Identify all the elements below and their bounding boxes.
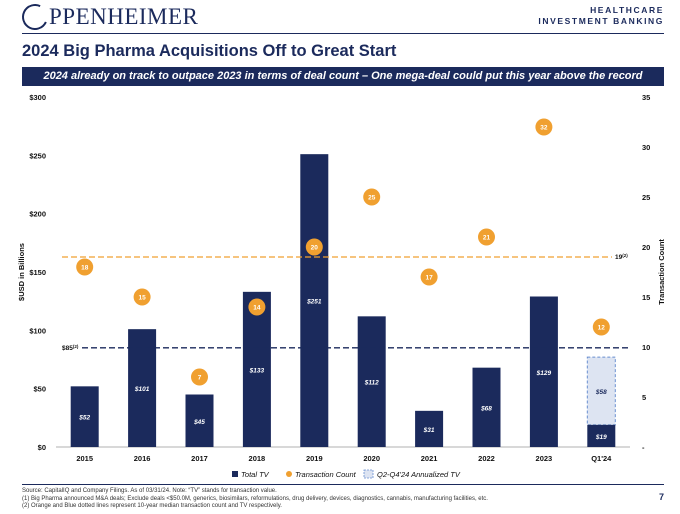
right-tick-label: 30: [642, 143, 650, 152]
transaction-count-label: 32: [540, 125, 548, 132]
reference-line-label: $85(2): [62, 344, 79, 352]
bar-total-tv: [357, 316, 386, 447]
bar-total-tv: [300, 154, 329, 447]
right-tick-label: 15: [642, 293, 650, 302]
right-axis-title: Transaction Count: [657, 239, 666, 305]
footnotes: Source: CapitalIQ and Company Filings. A…: [22, 488, 488, 511]
sector-line-2: INVESTMENT BANKING: [538, 16, 664, 26]
chart: $0 $50 $100 $150 $200 $250 $300 - 5 10 15 20 25 30 35 $…: [17, 93, 666, 479]
x-tick-label: 2022: [478, 454, 495, 463]
page-title: 2024 Big Pharma Acquisitions Off to Grea…: [22, 42, 397, 60]
transaction-count-label: 7: [198, 375, 202, 382]
bar-total-tv: [128, 329, 157, 447]
right-tick-label: 10: [642, 343, 650, 352]
legend-swatch-transaction-count: [286, 471, 292, 477]
transaction-count-dot: [76, 258, 94, 276]
right-tick-label: 20: [642, 243, 650, 252]
transaction-count-dot: [133, 288, 151, 306]
left-axis-title: $USD in Billions: [17, 243, 26, 301]
legend-swatch-total-tv: [232, 471, 238, 477]
logo-text: PPENHEIMER: [49, 4, 199, 29]
bar-total-tv: [415, 410, 444, 447]
right-tick-label: 35: [642, 93, 650, 102]
header-rule: [22, 33, 664, 34]
x-tick-label: 2023: [536, 454, 553, 463]
footnote-2: (2) Orange and Blue dotted lines represe…: [22, 503, 282, 509]
reference-line-label: 19(2): [615, 253, 628, 261]
bar-value-label: $45: [193, 419, 205, 426]
subtitle-banner: 2024 already on track to outpace 2023 in…: [22, 67, 664, 86]
footnote-source: Source: CapitalIQ and Company Filings. A…: [22, 488, 277, 494]
transaction-count-dot: [248, 298, 266, 316]
x-tick-label: 2021: [421, 454, 438, 463]
transaction-count-label: 15: [138, 295, 146, 302]
transaction-count-label: 12: [598, 325, 606, 332]
annualized-bar-label: $58: [595, 389, 607, 396]
bar-value-label: $101: [134, 386, 150, 393]
bar-value-label: $31: [423, 427, 435, 434]
footer-rule: [22, 484, 664, 485]
bar-total-tv: [587, 424, 616, 447]
left-tick-label: $300: [29, 93, 46, 102]
x-tick-label: 2020: [363, 454, 380, 463]
bar-value-label: $133: [249, 367, 265, 374]
x-tick-label: 2018: [249, 454, 266, 463]
legend-label-annualized: Q2-Q4'24 Annualized TV: [377, 470, 461, 479]
bar-total-tv: [185, 394, 214, 447]
bar-total-tv: [529, 296, 558, 447]
left-tick-label: $200: [29, 210, 46, 219]
transaction-count-label: 25: [368, 195, 376, 202]
transaction-count-label: 18: [81, 265, 89, 272]
transaction-count-dot: [478, 228, 495, 246]
transaction-count-dot: [191, 368, 208, 386]
logo: PPENHEIMER: [18, 0, 199, 34]
legend-label-total-tv: Total TV: [241, 470, 270, 479]
right-tick-label: 25: [642, 193, 650, 202]
sector-label: HEALTHCARE INVESTMENT BANKING: [538, 5, 664, 27]
transaction-count-dot: [305, 238, 323, 256]
transaction-count-label: 14: [253, 305, 261, 312]
annualized-bar: [586, 356, 616, 426]
bar-value-label: $68: [480, 405, 492, 412]
bar-value-label: $52: [78, 415, 90, 422]
bar-value-label: $251: [306, 299, 322, 306]
transaction-count-dot: [592, 318, 610, 336]
left-tick-label: $100: [29, 326, 46, 335]
transaction-count-dot: [535, 118, 553, 136]
right-tick-label: -: [642, 443, 645, 452]
footnote-1: (1) Big Pharma announced M&A deals; Excl…: [22, 495, 488, 502]
left-tick-label: $150: [29, 268, 46, 277]
x-tick-label: 2019: [306, 454, 323, 463]
bar-value-label: $112: [364, 380, 379, 387]
x-tick-label: 2016: [134, 454, 151, 463]
transaction-count-label: 21: [483, 235, 491, 242]
right-tick-label: 5: [642, 393, 646, 402]
x-tick-label: Q1'24: [591, 454, 612, 463]
sector-line-1: HEALTHCARE: [590, 5, 664, 15]
transaction-count-dot: [363, 188, 381, 206]
legend-label-transaction-count: Transaction Count: [295, 470, 357, 479]
page-number: 7: [658, 492, 664, 502]
left-tick-label: $50: [33, 385, 46, 394]
transaction-count-dot: [420, 268, 438, 286]
transaction-count-label: 17: [425, 275, 433, 282]
x-tick-label: 2017: [191, 454, 208, 463]
left-tick-label: $0: [38, 443, 46, 452]
transaction-count-label: 20: [311, 245, 319, 252]
bar-total-tv: [472, 367, 501, 447]
x-tick-label: 2015: [76, 454, 93, 463]
bar-total-tv: [242, 291, 271, 447]
legend-swatch-annualized: [363, 469, 374, 479]
bar-value-label: $19: [595, 434, 607, 441]
left-tick-label: $250: [29, 151, 46, 160]
bar-total-tv: [70, 386, 99, 447]
bar-value-label: $129: [536, 370, 552, 377]
